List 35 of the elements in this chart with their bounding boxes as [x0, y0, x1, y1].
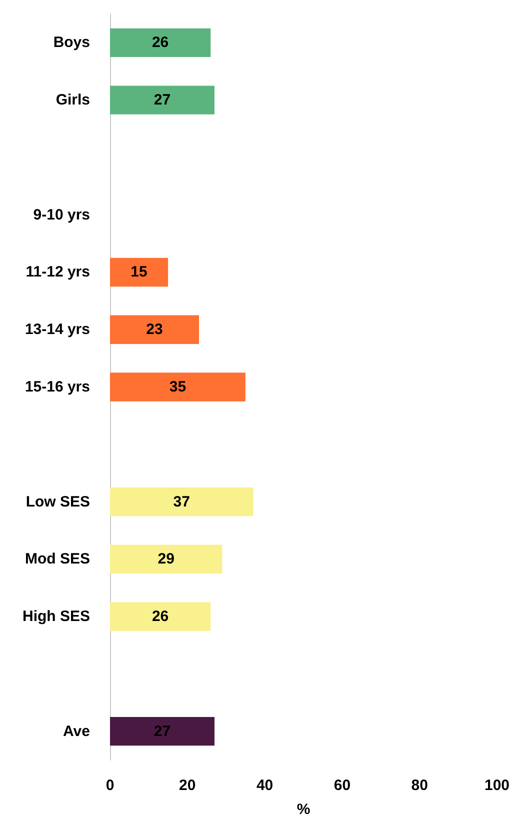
- bar: [110, 602, 211, 631]
- y-tick-label: Mod SES: [24, 550, 90, 568]
- x-tick-label: 60: [334, 777, 351, 794]
- y-tick-label: Ave: [63, 722, 90, 740]
- data-label: 27: [154, 722, 171, 740]
- bar: [110, 544, 222, 574]
- x-tick-label: 40: [256, 777, 274, 794]
- x-tick-label: 0: [106, 777, 114, 794]
- y-tick-label: High SES: [22, 608, 90, 626]
- y-tick-label: 15-16 yrs: [24, 378, 90, 396]
- data-label: 37: [173, 493, 190, 510]
- data-label: 26: [152, 608, 169, 626]
- x-tick-label: 20: [179, 777, 196, 794]
- bar: [110, 716, 214, 746]
- data-label: 35: [169, 378, 186, 396]
- y-tick-label: Low SES: [26, 493, 90, 510]
- data-label: 27: [154, 92, 171, 109]
- bar: [110, 28, 211, 58]
- data-label: 23: [146, 321, 163, 338]
- data-label: 26: [152, 34, 169, 52]
- x-tick-label: 100: [484, 777, 510, 794]
- data-label: 29: [158, 550, 174, 568]
- y-tick-label: 11-12 yrs: [26, 264, 90, 281]
- bar: [110, 86, 214, 114]
- bar: [110, 315, 200, 344]
- bar: [110, 487, 254, 516]
- y-tick-label: Girls: [56, 92, 90, 109]
- x-tick-label: 80: [411, 777, 428, 794]
- y-tick-label: 9-10 yrs: [33, 206, 90, 224]
- data-label: 15: [130, 264, 148, 281]
- bar: [110, 372, 246, 402]
- bar: [110, 258, 168, 287]
- y-tick-label: Boys: [53, 34, 90, 52]
- x-axis-title: %: [296, 801, 310, 818]
- y-tick-label: 13-14 yrs: [24, 321, 90, 338]
